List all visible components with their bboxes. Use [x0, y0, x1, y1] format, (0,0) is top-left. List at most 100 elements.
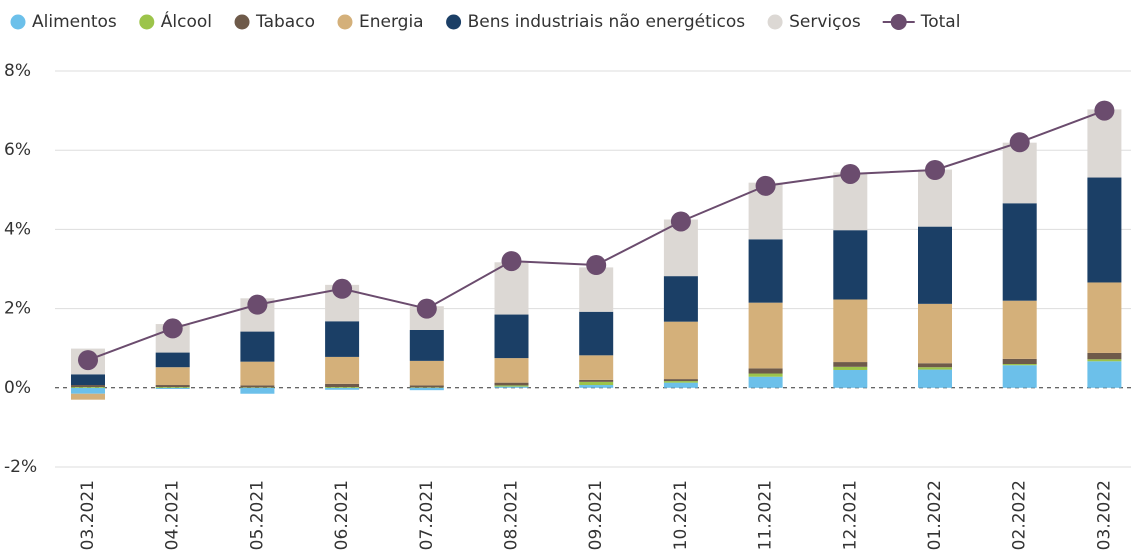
bar-segment — [71, 385, 105, 388]
bar-segment — [748, 373, 783, 377]
bar-segment — [155, 352, 190, 368]
bar-segment — [325, 383, 360, 388]
legend-label: Tabaco — [255, 12, 315, 32]
bar-segment — [663, 321, 698, 380]
x-tick-label: 05.2021 — [247, 480, 267, 550]
bar-segment — [748, 239, 783, 303]
bar-segment — [240, 361, 275, 386]
bar-segment — [833, 369, 868, 388]
y-tick-label: 4% — [4, 219, 31, 239]
bar-segment — [1002, 142, 1037, 204]
bar-segment — [409, 329, 444, 361]
bar-segment — [918, 303, 952, 364]
legend-marker — [767, 14, 783, 30]
bar-segment — [494, 358, 529, 383]
total-point — [1009, 132, 1030, 153]
bar-segment — [748, 302, 783, 369]
bar-segment — [1087, 359, 1122, 362]
legend-marker — [234, 14, 250, 30]
bar-segment — [71, 387, 105, 394]
bar-segment — [409, 387, 444, 391]
x-tick-label: 03.2021 — [78, 480, 98, 550]
bar-segment — [1002, 358, 1037, 365]
bar-segment — [1087, 177, 1122, 283]
legend-label: Energia — [359, 12, 424, 32]
total-point — [586, 255, 607, 276]
bar-segment — [240, 387, 275, 394]
bar-segment — [748, 368, 783, 374]
x-tick-label: 08.2021 — [502, 480, 522, 550]
bar-segment — [325, 321, 360, 357]
bar-segment — [71, 387, 105, 388]
bar-segment — [494, 385, 529, 387]
y-tick-label: 6% — [4, 140, 31, 160]
bar-segment — [833, 299, 868, 363]
bar-segment — [1087, 361, 1122, 388]
bar-segment — [1087, 352, 1122, 360]
legend-label: Álcool — [161, 10, 212, 32]
total-point — [755, 175, 776, 196]
total-point — [925, 160, 945, 180]
legend-marker — [337, 14, 353, 30]
bar-segment — [663, 381, 698, 383]
legend-marker — [10, 14, 26, 30]
bar-segment — [663, 379, 698, 382]
bar-segment — [1002, 364, 1037, 366]
total-point — [501, 251, 522, 272]
bar-segment — [918, 369, 952, 388]
bar-segment — [579, 385, 614, 388]
bar-segment — [325, 356, 360, 384]
total-point — [162, 318, 183, 339]
bar-segment — [833, 366, 868, 370]
bar-segment — [918, 363, 952, 368]
y-tick-label: 8% — [4, 61, 31, 81]
total-point — [670, 211, 691, 232]
total-point — [416, 298, 437, 319]
legend-label: Total — [920, 12, 961, 32]
legend-label: Bens industriais não energéticos — [468, 12, 746, 32]
bar-segment — [918, 226, 952, 304]
bar-segment — [240, 385, 275, 388]
bar-segment — [71, 393, 105, 400]
x-tick-label: 03.2022 — [1094, 480, 1114, 550]
bar-segment — [1087, 109, 1122, 178]
bar-segment — [918, 367, 952, 370]
x-tick-label: 12.2021 — [840, 480, 860, 550]
x-tick-label: 06.2021 — [332, 480, 352, 550]
bar-segment — [409, 360, 444, 386]
y-tick-label: -2% — [4, 457, 37, 477]
x-tick-label: 09.2021 — [586, 480, 606, 550]
x-tick-label: 01.2022 — [925, 480, 945, 550]
legend-label: Serviços — [789, 12, 861, 32]
bar-segment — [494, 314, 529, 359]
bar-segment — [155, 387, 190, 389]
total-point — [332, 278, 353, 299]
x-tick-label: 07.2021 — [417, 480, 437, 550]
bar-segment — [579, 355, 614, 380]
bar-segment — [494, 386, 529, 388]
legend-marker — [139, 14, 155, 30]
x-tick-label: 11.2021 — [756, 480, 776, 550]
x-tick-label: 04.2021 — [163, 480, 183, 550]
bar-segment — [325, 387, 360, 390]
bar-segment — [1002, 365, 1037, 388]
bar-segment — [155, 385, 190, 388]
bar-segment — [155, 387, 190, 388]
bar-segment — [1002, 203, 1037, 301]
bar-segment — [155, 367, 190, 386]
total-point — [78, 350, 98, 371]
bar-segment — [240, 331, 275, 362]
bar-segment — [833, 362, 868, 367]
x-tick-label: 02.2022 — [1010, 480, 1030, 550]
bar-segment — [1087, 282, 1122, 353]
bar-segment — [325, 387, 360, 388]
bar-segment — [663, 382, 698, 388]
legend-label: Alimentos — [32, 12, 117, 32]
bar-segment — [663, 276, 698, 322]
total-point — [840, 163, 861, 184]
x-tick-label: 10.2021 — [671, 480, 691, 550]
y-tick-label: 0% — [4, 378, 31, 398]
bar-segment — [579, 311, 614, 356]
bar-segment — [71, 374, 105, 386]
